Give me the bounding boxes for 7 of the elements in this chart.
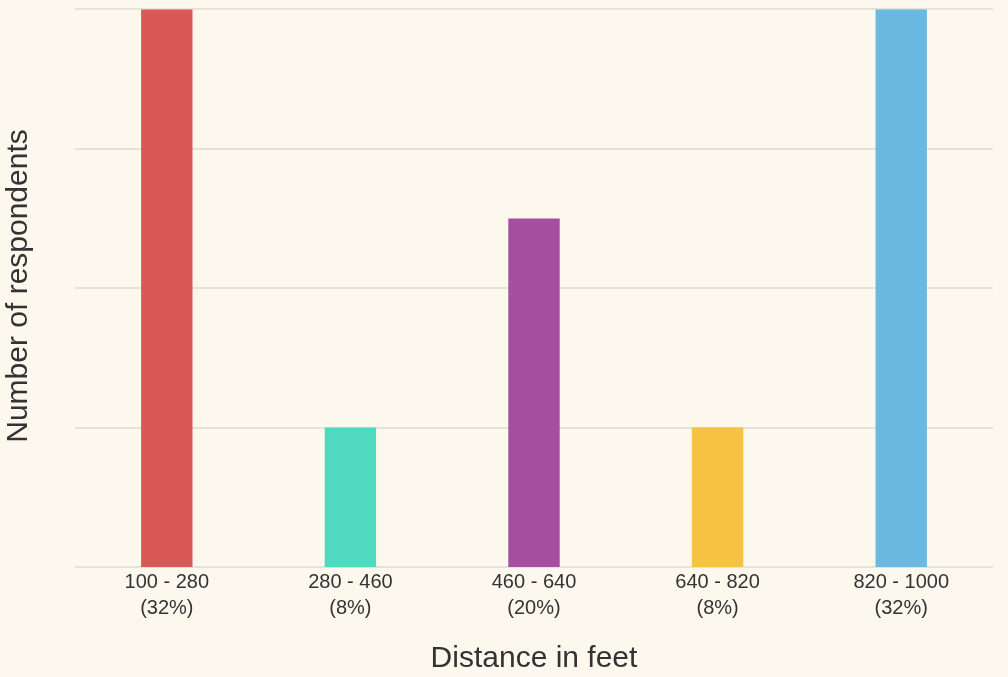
y-axis-title: Number of respondents xyxy=(0,129,33,443)
x-tick-label: 280 - 460 (8%) xyxy=(308,570,393,618)
x-tick-label: 100 - 280 (32%) xyxy=(124,570,210,618)
x-tick-label: 820 - 1000 (32%) xyxy=(853,570,950,618)
x-tick-label: 460 - 640 (20%) xyxy=(491,570,577,618)
x-axis-title: Distance in feet xyxy=(430,640,639,673)
x-tick-label: 640 - 820 (8%) xyxy=(675,570,760,618)
